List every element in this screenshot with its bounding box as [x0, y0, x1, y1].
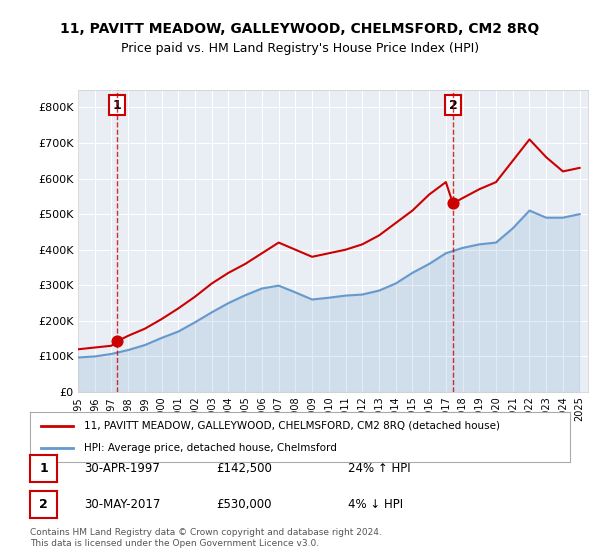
- Text: 30-MAY-2017: 30-MAY-2017: [84, 498, 160, 511]
- Text: 11, PAVITT MEADOW, GALLEYWOOD, CHELMSFORD, CM2 8RQ (detached house): 11, PAVITT MEADOW, GALLEYWOOD, CHELMSFOR…: [84, 421, 500, 431]
- Text: 4% ↓ HPI: 4% ↓ HPI: [348, 498, 403, 511]
- Text: Price paid vs. HM Land Registry's House Price Index (HPI): Price paid vs. HM Land Registry's House …: [121, 42, 479, 55]
- Point: [112, 337, 122, 346]
- Text: £142,500: £142,500: [216, 461, 272, 475]
- Point: [448, 199, 458, 208]
- Text: 30-APR-1997: 30-APR-1997: [84, 461, 160, 475]
- Text: Contains HM Land Registry data © Crown copyright and database right 2024.
This d: Contains HM Land Registry data © Crown c…: [30, 528, 382, 548]
- Text: 2: 2: [39, 498, 48, 511]
- Text: 1: 1: [39, 461, 48, 475]
- Text: HPI: Average price, detached house, Chelmsford: HPI: Average price, detached house, Chel…: [84, 443, 337, 453]
- Text: 11, PAVITT MEADOW, GALLEYWOOD, CHELMSFORD, CM2 8RQ: 11, PAVITT MEADOW, GALLEYWOOD, CHELMSFOR…: [61, 22, 539, 36]
- Text: 24% ↑ HPI: 24% ↑ HPI: [348, 461, 410, 475]
- Text: 1: 1: [113, 99, 121, 111]
- Text: 2: 2: [449, 99, 457, 111]
- Text: £530,000: £530,000: [216, 498, 271, 511]
